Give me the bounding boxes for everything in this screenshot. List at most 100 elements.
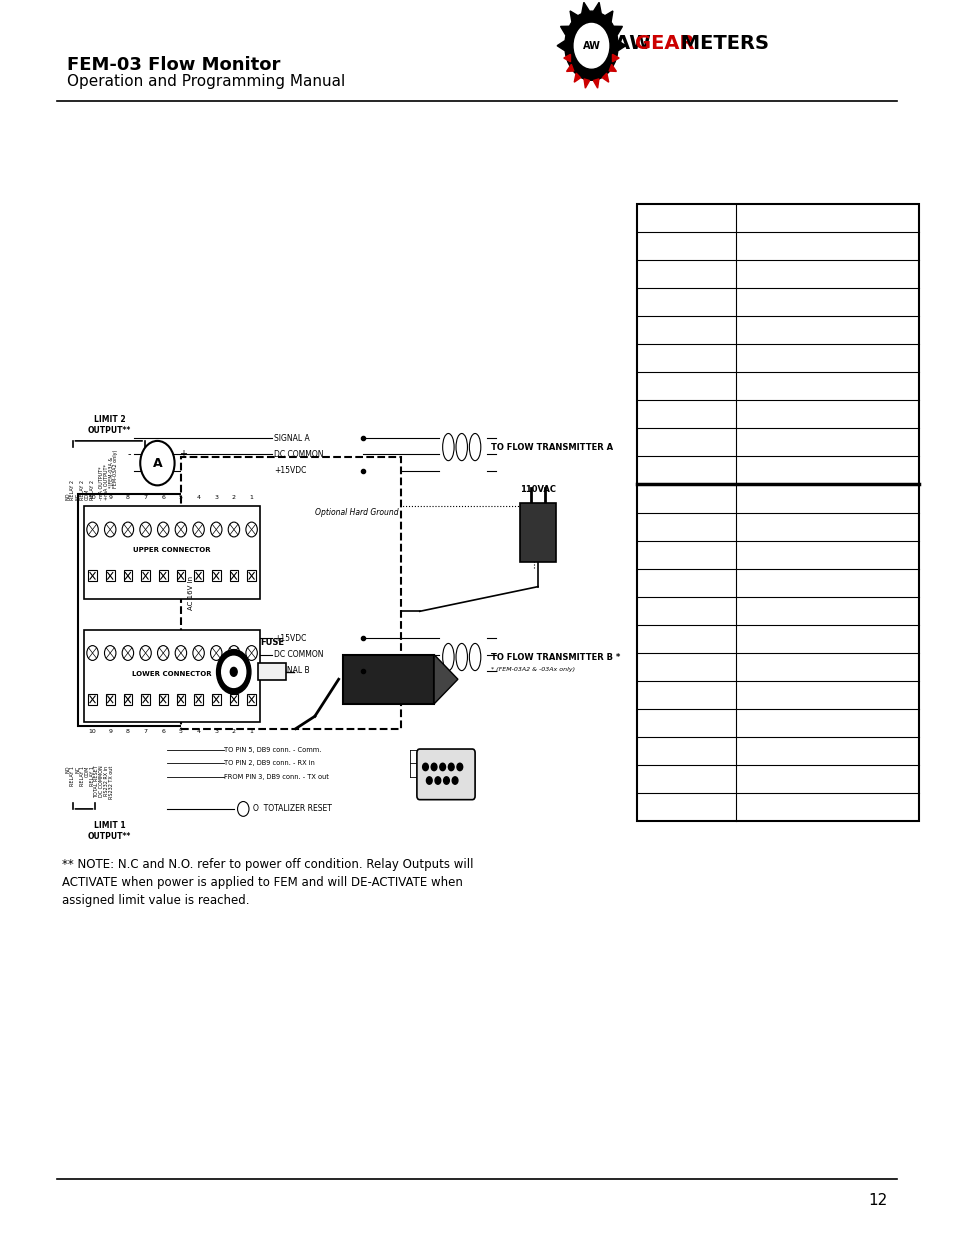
Polygon shape [557, 41, 564, 51]
Text: 12: 12 [867, 1193, 886, 1208]
Text: +15VDC: +15VDC [274, 634, 306, 643]
Text: LIMIT 2
OUTPUT**: LIMIT 2 OUTPUT** [88, 415, 132, 435]
Text: TO FLOW TRANSMITTER A: TO FLOW TRANSMITTER A [491, 442, 613, 452]
Polygon shape [593, 2, 600, 14]
Text: RELAY 2: RELAY 2 [90, 480, 94, 500]
Text: 1: 1 [250, 729, 253, 734]
Circle shape [211, 646, 222, 661]
Bar [88, 694, 97, 705]
Bar [106, 571, 114, 582]
Bar [159, 571, 168, 582]
Text: RELAY 1: RELAY 1 [80, 766, 85, 785]
Polygon shape [563, 54, 570, 62]
Text: -mA OUTPUT*: -mA OUTPUT* [99, 467, 104, 500]
Polygon shape [609, 64, 616, 72]
Circle shape [564, 11, 618, 80]
Text: 5: 5 [179, 729, 183, 734]
Polygon shape [560, 26, 569, 35]
Circle shape [211, 522, 222, 537]
Bar [88, 571, 97, 582]
Bar [124, 694, 132, 705]
Circle shape [105, 646, 116, 661]
Circle shape [175, 646, 187, 661]
Text: * (FEM-03A2 & -03Ax only): * (FEM-03A2 & -03Ax only) [491, 667, 575, 672]
Polygon shape [604, 11, 612, 22]
Text: 8: 8 [126, 729, 130, 734]
Text: ** NOTE: N.C and N.O. refer to power off condition. Relay Outputs will
ACTIVATE : ** NOTE: N.C and N.O. refer to power off… [62, 858, 473, 908]
Text: 110VAC: 110VAC [519, 485, 556, 494]
Text: METERS: METERS [673, 33, 768, 53]
Polygon shape [581, 2, 589, 14]
Circle shape [435, 777, 440, 784]
Bar [124, 571, 132, 582]
Ellipse shape [456, 433, 467, 461]
Ellipse shape [442, 643, 454, 671]
Text: 10: 10 [89, 729, 96, 734]
Polygon shape [583, 79, 589, 88]
Bar [176, 694, 185, 705]
Ellipse shape [442, 433, 454, 461]
Text: RELAY 1: RELAY 1 [90, 766, 94, 785]
Polygon shape [612, 54, 618, 62]
Circle shape [228, 646, 239, 661]
Bar [194, 694, 203, 705]
Circle shape [140, 522, 152, 537]
Bar [212, 571, 220, 582]
Text: COM: COM [85, 489, 90, 500]
Bar [106, 694, 114, 705]
Text: 7: 7 [143, 729, 148, 734]
Text: AW: AW [615, 33, 658, 53]
Text: O  TOTALIZER RESET: O TOTALIZER RESET [253, 804, 332, 814]
Circle shape [237, 802, 249, 816]
Text: RELAY 2: RELAY 2 [80, 480, 85, 500]
Text: 9: 9 [108, 495, 112, 500]
Circle shape [221, 656, 246, 688]
Circle shape [87, 522, 98, 537]
Text: NC: NC [75, 766, 80, 773]
Text: Optional Hard Ground: Optional Hard Ground [314, 508, 398, 517]
Text: 1: 1 [250, 495, 253, 500]
Circle shape [574, 23, 608, 68]
Text: TO PIN 5, DB9 conn. - Comm.: TO PIN 5, DB9 conn. - Comm. [224, 747, 321, 752]
Ellipse shape [469, 433, 480, 461]
Circle shape [426, 777, 432, 784]
Text: 6: 6 [161, 495, 165, 500]
Text: LOWER CONNECTOR: LOWER CONNECTOR [132, 671, 212, 677]
Circle shape [422, 763, 428, 771]
Bar [230, 571, 238, 582]
Circle shape [456, 763, 462, 771]
Text: DC COMMON: DC COMMON [99, 766, 104, 798]
Polygon shape [601, 73, 608, 83]
Bar [230, 694, 238, 705]
Text: 2: 2 [232, 729, 235, 734]
Text: 2: 2 [232, 495, 235, 500]
Bar [343, 655, 434, 704]
Bar [637, 204, 918, 821]
Text: TOTAL RESET: TOTAL RESET [94, 766, 99, 799]
Text: DC COMMON: DC COMMON [274, 650, 323, 659]
Text: +mA OUTPUT*: +mA OUTPUT* [104, 464, 109, 500]
Circle shape [140, 646, 152, 661]
Text: RELAY 1: RELAY 1 [71, 766, 75, 785]
FancyBboxPatch shape [416, 748, 475, 800]
Text: 7: 7 [143, 495, 148, 500]
Text: SIGNAL B: SIGNAL B [274, 666, 309, 676]
Bar [247, 694, 255, 705]
Circle shape [193, 646, 204, 661]
Circle shape [87, 646, 98, 661]
Circle shape [193, 522, 204, 537]
Circle shape [443, 777, 449, 784]
Bar [141, 571, 150, 582]
Bar [141, 694, 150, 705]
Circle shape [452, 777, 457, 784]
Circle shape [216, 650, 251, 694]
Bar [159, 694, 168, 705]
Bar [84, 506, 260, 599]
Text: 6: 6 [161, 729, 165, 734]
Text: FROM PIN 3, DB9 conn. - TX out: FROM PIN 3, DB9 conn. - TX out [224, 774, 329, 779]
Text: 3: 3 [214, 495, 218, 500]
Circle shape [175, 522, 187, 537]
Text: Operation and Programming Manual: Operation and Programming Manual [67, 74, 345, 89]
Circle shape [122, 522, 133, 537]
Circle shape [122, 646, 133, 661]
